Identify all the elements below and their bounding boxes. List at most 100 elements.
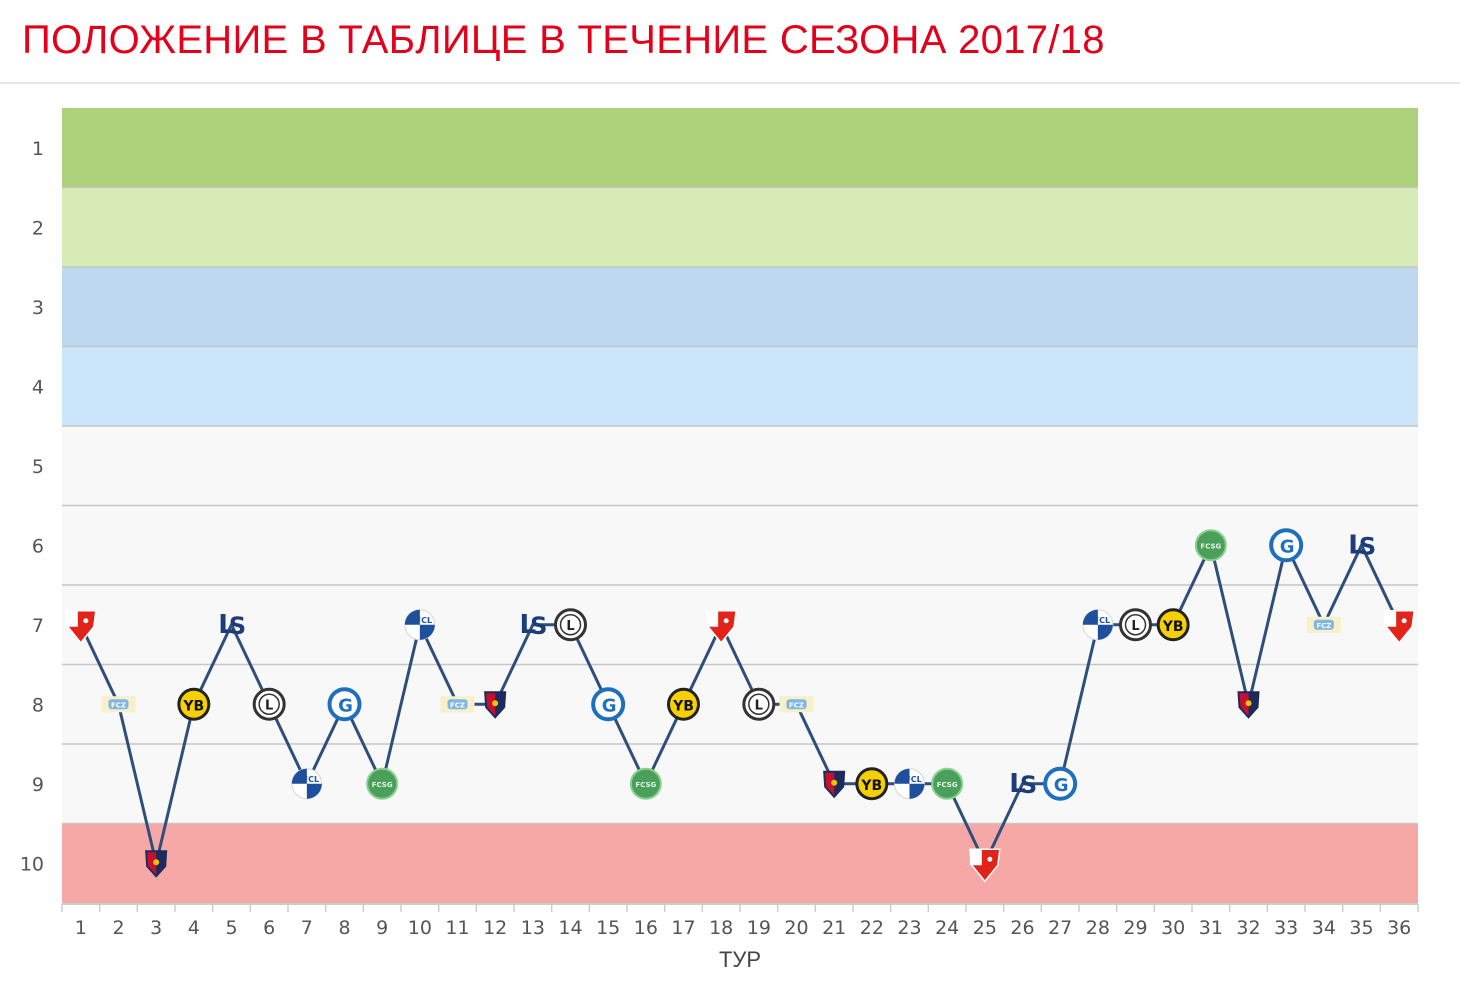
x-tick-label: 32 bbox=[1236, 917, 1260, 939]
svg-text:YB: YB bbox=[182, 698, 204, 714]
zone-band-3 bbox=[62, 267, 1418, 347]
x-tick-label: 25 bbox=[973, 917, 997, 939]
zone-band-5 bbox=[62, 426, 1418, 824]
lausanne-badge-icon: LS bbox=[520, 610, 548, 640]
svg-text:FCSG: FCSG bbox=[1200, 542, 1221, 550]
x-tick-label: 2 bbox=[112, 917, 124, 939]
young-boys-badge-icon: YB bbox=[1156, 608, 1190, 642]
y-tick-label: 3 bbox=[32, 297, 44, 319]
x-tick-label: 12 bbox=[483, 917, 507, 939]
y-tick-label: 6 bbox=[32, 535, 44, 557]
svg-text:G: G bbox=[602, 695, 617, 716]
x-tick-label: 20 bbox=[784, 917, 808, 939]
young-boys-badge-icon: YB bbox=[855, 767, 889, 801]
st-gallen-badge-icon: FCSG bbox=[931, 767, 964, 800]
x-tick-label: 30 bbox=[1161, 917, 1185, 939]
basel-badge-icon bbox=[484, 691, 507, 719]
x-tick-label: 31 bbox=[1199, 917, 1223, 939]
svg-text:G: G bbox=[338, 695, 353, 716]
x-tick-label: 33 bbox=[1274, 917, 1298, 939]
basel-badge-icon bbox=[145, 850, 168, 878]
basel-badge-icon bbox=[823, 770, 846, 799]
x-tick-label: 21 bbox=[822, 917, 846, 939]
zone-band-2 bbox=[62, 187, 1418, 267]
svg-text:FCZ: FCZ bbox=[1316, 622, 1331, 630]
young-boys-badge-icon: YB bbox=[177, 687, 211, 721]
grasshopper-badge-icon: G bbox=[1043, 766, 1078, 801]
x-tick-label: 7 bbox=[301, 917, 313, 939]
x-tick-label: 28 bbox=[1086, 917, 1110, 939]
x-tick-label: 18 bbox=[709, 917, 733, 939]
lugano-badge-icon: L bbox=[252, 687, 286, 721]
svg-text:YB: YB bbox=[860, 778, 882, 794]
svg-text:L: L bbox=[1348, 530, 1365, 560]
grasshopper-badge-icon: G bbox=[1269, 528, 1304, 563]
x-tick-label: 29 bbox=[1123, 917, 1147, 939]
sion-badge-icon bbox=[968, 848, 1001, 883]
basel-badge-icon bbox=[1237, 691, 1260, 719]
grasshopper-badge-icon: G bbox=[327, 687, 362, 722]
x-tick-label: 36 bbox=[1387, 917, 1411, 939]
svg-text:L: L bbox=[218, 610, 235, 640]
luzern-badge-icon: FCL bbox=[894, 768, 925, 800]
zurich-badge-icon: FCZ bbox=[440, 696, 475, 713]
y-tick-label: 7 bbox=[32, 615, 44, 637]
young-boys-badge-icon: YB bbox=[667, 687, 700, 721]
st-gallen-badge-icon: FCSG bbox=[629, 767, 662, 800]
page-title: ПОЛОЖЕНИЕ В ТАБЛИЦЕ В ТЕЧЕНИЕ СЕЗОНА 201… bbox=[22, 18, 1105, 62]
lausanne-badge-icon: LS bbox=[1348, 530, 1376, 560]
x-tick-label: 13 bbox=[521, 917, 545, 939]
svg-text:FCL: FCL bbox=[1094, 616, 1110, 625]
x-tick-label: 5 bbox=[225, 917, 237, 939]
x-tick-label: 4 bbox=[188, 917, 200, 939]
zone-band-6 bbox=[62, 823, 1418, 903]
svg-text:FCL: FCL bbox=[905, 775, 921, 784]
x-tick-label: 22 bbox=[860, 917, 884, 939]
sion-badge-icon bbox=[705, 610, 738, 644]
svg-text:S: S bbox=[1020, 771, 1037, 799]
svg-text:FCSG: FCSG bbox=[937, 781, 958, 789]
x-tick-label: 1 bbox=[75, 917, 87, 939]
y-tick-label: 1 bbox=[32, 138, 44, 160]
y-tick-label: 2 bbox=[32, 217, 44, 239]
svg-text:FCZ: FCZ bbox=[789, 701, 804, 709]
svg-text:G: G bbox=[1054, 775, 1069, 796]
svg-text:FCL: FCL bbox=[303, 775, 319, 784]
y-tick-label: 5 bbox=[32, 456, 44, 478]
x-tick-label: 23 bbox=[897, 917, 921, 939]
st-gallen-badge-icon: FCSG bbox=[366, 767, 399, 800]
luzern-badge-icon: FCL bbox=[291, 768, 323, 800]
svg-text:L: L bbox=[265, 698, 273, 713]
svg-text:FCZ: FCZ bbox=[450, 701, 465, 709]
zurich-badge-icon: FCZ bbox=[1306, 616, 1341, 633]
svg-text:G: G bbox=[1280, 536, 1295, 557]
svg-text:FCSG: FCSG bbox=[372, 781, 393, 789]
zone-band-4 bbox=[62, 346, 1418, 426]
svg-text:L: L bbox=[1131, 619, 1139, 634]
x-axis-ticks: 1 2 3 4 5 6 7 8 9 10 11 12 13 14 15 16 17 18 19 20 21 22 23 24 2… bbox=[61, 904, 1419, 939]
zone-band-1 bbox=[62, 108, 1418, 188]
x-tick-label: 35 bbox=[1349, 917, 1373, 939]
svg-text:S: S bbox=[1359, 532, 1376, 560]
svg-text:L: L bbox=[566, 619, 574, 634]
st-gallen-badge-icon: FCSG bbox=[1194, 529, 1227, 562]
y-tick-label: 10 bbox=[20, 853, 44, 875]
title-divider bbox=[0, 82, 1460, 84]
svg-text:L: L bbox=[755, 698, 763, 713]
svg-text:L: L bbox=[1009, 769, 1026, 799]
zurich-badge-icon: FCZ bbox=[101, 696, 136, 713]
x-tick-label: 27 bbox=[1048, 917, 1072, 939]
sion-badge-icon bbox=[64, 610, 97, 644]
lausanne-badge-icon: LS bbox=[218, 610, 246, 640]
x-tick-label: 9 bbox=[376, 917, 388, 939]
x-tick-label: 14 bbox=[558, 917, 582, 939]
lugano-badge-icon: L bbox=[742, 687, 776, 721]
y-tick-label: 9 bbox=[32, 774, 44, 796]
y-axis-ticks: 1 2 3 4 5 6 7 8 9 10 bbox=[20, 138, 44, 876]
luzern-badge-icon: FCL bbox=[404, 609, 436, 641]
svg-text:FCL: FCL bbox=[416, 616, 432, 625]
zurich-badge-icon: FCZ bbox=[779, 696, 814, 713]
svg-text:FCSG: FCSG bbox=[635, 781, 656, 789]
x-tick-label: 11 bbox=[445, 917, 469, 939]
